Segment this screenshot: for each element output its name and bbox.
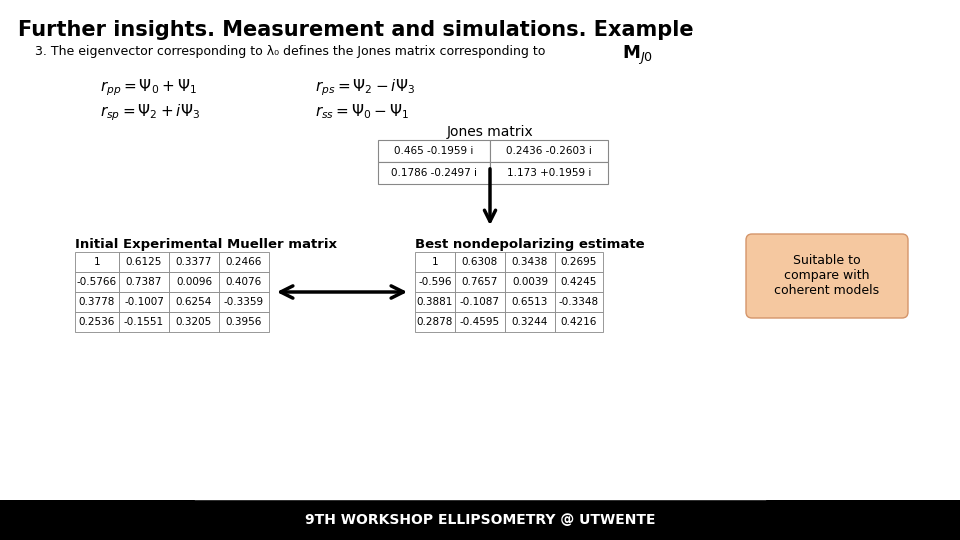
Text: 0.6513: 0.6513 — [512, 297, 548, 307]
Text: 1.173 +0.1959 i: 1.173 +0.1959 i — [507, 168, 591, 178]
FancyBboxPatch shape — [490, 140, 608, 162]
FancyBboxPatch shape — [169, 272, 219, 292]
Text: -0.5766: -0.5766 — [77, 277, 117, 287]
Text: $r_{ps} = \Psi_2 - i\Psi_3$: $r_{ps} = \Psi_2 - i\Psi_3$ — [315, 77, 415, 98]
FancyBboxPatch shape — [119, 272, 169, 292]
Text: $\mathbf{M}_{J0}$: $\mathbf{M}_{J0}$ — [622, 44, 653, 67]
FancyBboxPatch shape — [490, 162, 608, 184]
Text: 0.4076: 0.4076 — [226, 277, 262, 287]
Text: 0.1786 -0.2497 i: 0.1786 -0.2497 i — [391, 168, 477, 178]
FancyBboxPatch shape — [505, 312, 555, 332]
FancyBboxPatch shape — [169, 252, 219, 272]
Text: $r_{sp} = \Psi_2 + i\Psi_3$: $r_{sp} = \Psi_2 + i\Psi_3$ — [100, 102, 201, 123]
Text: 0.3438: 0.3438 — [512, 257, 548, 267]
FancyBboxPatch shape — [555, 312, 603, 332]
FancyBboxPatch shape — [378, 162, 490, 184]
Text: $r_{ss} = \Psi_0 - \Psi_1$: $r_{ss} = \Psi_0 - \Psi_1$ — [315, 102, 410, 121]
Text: 0.7657: 0.7657 — [462, 277, 498, 287]
FancyBboxPatch shape — [505, 272, 555, 292]
Text: 0.0039: 0.0039 — [512, 277, 548, 287]
Text: Initial Experimental Mueller matrix: Initial Experimental Mueller matrix — [75, 238, 337, 251]
Text: 0.465 -0.1959 i: 0.465 -0.1959 i — [395, 146, 473, 156]
FancyBboxPatch shape — [219, 272, 269, 292]
FancyBboxPatch shape — [119, 252, 169, 272]
FancyBboxPatch shape — [169, 292, 219, 312]
Text: -0.1087: -0.1087 — [460, 297, 500, 307]
FancyBboxPatch shape — [75, 312, 119, 332]
FancyBboxPatch shape — [119, 312, 169, 332]
FancyBboxPatch shape — [505, 292, 555, 312]
Text: 0.3956: 0.3956 — [226, 317, 262, 327]
Text: -0.3359: -0.3359 — [224, 297, 264, 307]
Text: 0.6308: 0.6308 — [462, 257, 498, 267]
FancyBboxPatch shape — [119, 292, 169, 312]
Text: 0.4245: 0.4245 — [561, 277, 597, 287]
FancyBboxPatch shape — [746, 234, 908, 318]
FancyBboxPatch shape — [415, 292, 455, 312]
Text: 0.2536: 0.2536 — [79, 317, 115, 327]
FancyBboxPatch shape — [219, 252, 269, 272]
Text: 1: 1 — [94, 257, 100, 267]
Text: 0.3377: 0.3377 — [176, 257, 212, 267]
FancyBboxPatch shape — [455, 292, 505, 312]
FancyBboxPatch shape — [0, 500, 960, 540]
Text: 0.7387: 0.7387 — [126, 277, 162, 287]
Text: 0.2878: 0.2878 — [417, 317, 453, 327]
Text: 9TH WORKSHOP ELLIPSOMETRY @ UTWENTE: 9TH WORKSHOP ELLIPSOMETRY @ UTWENTE — [304, 513, 656, 527]
Text: -0.1551: -0.1551 — [124, 317, 164, 327]
Text: -0.596: -0.596 — [419, 277, 452, 287]
FancyBboxPatch shape — [505, 252, 555, 272]
Text: 0.2436 -0.2603 i: 0.2436 -0.2603 i — [506, 146, 592, 156]
Text: Best nondepolarizing estimate: Best nondepolarizing estimate — [415, 238, 644, 251]
FancyBboxPatch shape — [555, 272, 603, 292]
Text: 0.0096: 0.0096 — [176, 277, 212, 287]
Text: 0.6254: 0.6254 — [176, 297, 212, 307]
Text: 0.3205: 0.3205 — [176, 317, 212, 327]
FancyBboxPatch shape — [219, 312, 269, 332]
Text: 0.3778: 0.3778 — [79, 297, 115, 307]
FancyBboxPatch shape — [455, 312, 505, 332]
Text: 0.3244: 0.3244 — [512, 317, 548, 327]
FancyBboxPatch shape — [555, 252, 603, 272]
Text: 1: 1 — [432, 257, 439, 267]
Text: Jones matrix: Jones matrix — [446, 125, 534, 139]
Text: Further insights. Measurement and simulations. Example: Further insights. Measurement and simula… — [18, 20, 694, 40]
Text: 0.6125: 0.6125 — [126, 257, 162, 267]
FancyBboxPatch shape — [169, 312, 219, 332]
Text: -0.4595: -0.4595 — [460, 317, 500, 327]
FancyBboxPatch shape — [415, 272, 455, 292]
FancyBboxPatch shape — [378, 140, 490, 162]
FancyBboxPatch shape — [455, 272, 505, 292]
FancyBboxPatch shape — [555, 292, 603, 312]
Text: $r_{pp} = \Psi_0 + \Psi_1$: $r_{pp} = \Psi_0 + \Psi_1$ — [100, 77, 197, 98]
FancyBboxPatch shape — [415, 252, 455, 272]
Text: 0.2695: 0.2695 — [561, 257, 597, 267]
FancyBboxPatch shape — [75, 272, 119, 292]
FancyBboxPatch shape — [415, 312, 455, 332]
Text: -0.1007: -0.1007 — [124, 297, 164, 307]
FancyBboxPatch shape — [75, 252, 119, 272]
Text: Suitable to
compare with
coherent models: Suitable to compare with coherent models — [775, 254, 879, 298]
Text: -0.3348: -0.3348 — [559, 297, 599, 307]
Text: 3. The eigenvector corresponding to λ₀ defines the Jones matrix corresponding to: 3. The eigenvector corresponding to λ₀ d… — [35, 45, 545, 58]
Text: 0.4216: 0.4216 — [561, 317, 597, 327]
FancyBboxPatch shape — [219, 292, 269, 312]
Text: 0.3881: 0.3881 — [417, 297, 453, 307]
Text: 0.2466: 0.2466 — [226, 257, 262, 267]
FancyBboxPatch shape — [75, 292, 119, 312]
FancyBboxPatch shape — [455, 252, 505, 272]
